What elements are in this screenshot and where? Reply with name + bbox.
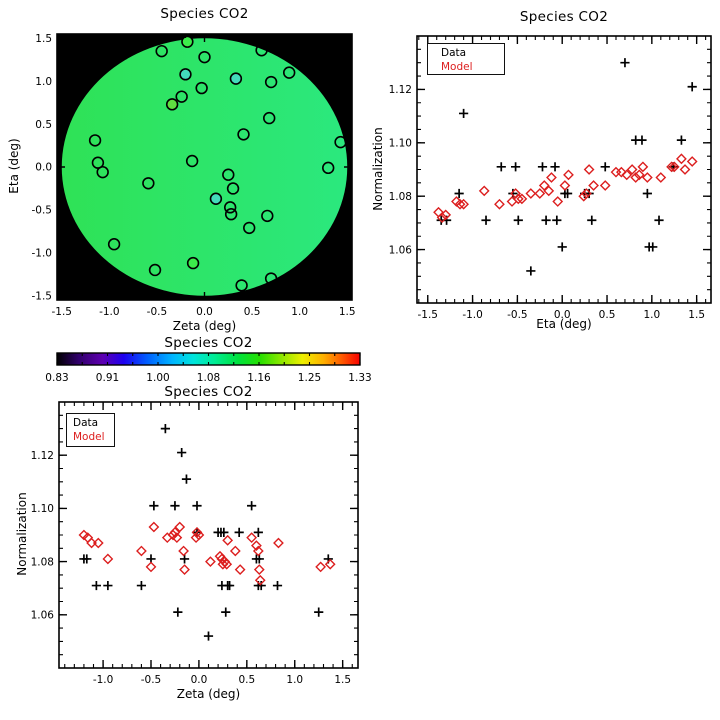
legend-entry-data: Data (441, 47, 467, 59)
normalization-vs-zeta-model-points (78, 521, 336, 586)
map-title: Species CO2 (160, 6, 249, 22)
svg-text:0.83: 0.83 (45, 372, 68, 384)
zeta-plot-yaxis-label: Normalization (15, 492, 29, 576)
svg-text:1.0: 1.0 (643, 309, 660, 321)
map-source-circles (88, 35, 347, 292)
svg-text:1.10: 1.10 (389, 138, 412, 150)
legend-entry-model: Model (73, 430, 105, 443)
normalization-vs-zeta-data-points (79, 424, 333, 641)
svg-text:1.0: 1.0 (286, 674, 303, 686)
svg-text:1.08: 1.08 (31, 556, 54, 568)
svg-text:0.5: 0.5 (35, 119, 52, 131)
eta-plot-title: Species CO2 (519, 9, 609, 25)
svg-text:1.5: 1.5 (334, 674, 351, 686)
eta-plot-yaxis-label: Normalization (371, 127, 385, 211)
svg-text:1.5: 1.5 (688, 309, 705, 321)
zeta-plot-title: Species CO2 (164, 384, 253, 400)
svg-text:0.5: 0.5 (238, 674, 255, 686)
legend-entry-model: Model (441, 60, 473, 73)
svg-text:1.16: 1.16 (247, 372, 271, 384)
svg-text:0.91: 0.91 (96, 372, 119, 384)
map-panel: -1.5 -1.0 -0.5 0.0 0.5 1.0 1.5 1.5 1.0 0.5 0.0 -0.5… (32, 33, 356, 318)
svg-text:1.12: 1.12 (389, 84, 412, 96)
svg-text:-1.0: -1.0 (462, 309, 483, 321)
svg-text:1.08: 1.08 (197, 372, 220, 384)
normalization-vs-eta-model-points (433, 153, 698, 223)
svg-text:-1.0: -1.0 (99, 306, 120, 318)
colorbar-title: Species CO2 (164, 335, 253, 351)
svg-text:-1.5: -1.5 (32, 290, 53, 302)
normalization-vs-eta-panel: -1.5 -1.0 -0.5 0.0 0.5 1.0 1.5 1.06 1.08 1.10 1.12 (389, 35, 712, 321)
svg-text:-1.5: -1.5 (418, 309, 439, 321)
colorbar-panel: 0.83 0.91 1.00 1.08 1.16 1.25 1.33 (45, 352, 372, 384)
normalization-vs-zeta-panel: -1.0 -0.5 0.0 0.5 1.0 1.5 1.06 1.08 1.10 1.12 (31, 401, 359, 686)
svg-text:1.08: 1.08 (389, 191, 412, 203)
svg-text:0.5: 0.5 (599, 309, 616, 321)
legend-entry-data: Data (73, 417, 99, 429)
map-yaxis-label: Eta (deg) (7, 138, 21, 194)
svg-text:-0.5: -0.5 (141, 674, 162, 686)
svg-text:0.5: 0.5 (244, 306, 261, 318)
map-xaxis-label: Zeta (deg) (172, 319, 237, 333)
svg-text:1.5: 1.5 (35, 33, 52, 45)
svg-text:1.25: 1.25 (298, 372, 321, 384)
eta-plot-legend: Data Model (427, 43, 505, 75)
svg-text:1.00: 1.00 (146, 372, 169, 384)
svg-text:0.0: 0.0 (35, 162, 52, 174)
svg-text:0.0: 0.0 (554, 309, 571, 321)
svg-text:1.5: 1.5 (339, 306, 356, 318)
svg-text:-1.0: -1.0 (93, 674, 114, 686)
svg-text:0.0: 0.0 (196, 306, 213, 318)
svg-text:1.06: 1.06 (31, 610, 55, 622)
svg-text:-0.5: -0.5 (32, 205, 53, 217)
svg-text:1.0: 1.0 (291, 306, 308, 318)
svg-text:-0.5: -0.5 (507, 309, 528, 321)
svg-text:1.06: 1.06 (389, 244, 413, 256)
svg-text:-1.5: -1.5 (52, 306, 73, 318)
svg-text:1.10: 1.10 (31, 503, 54, 515)
svg-text:1.12: 1.12 (31, 450, 54, 462)
zeta-plot-legend: Data Model (66, 413, 115, 447)
eta-plot-xaxis-label: Eta (deg) (536, 317, 592, 331)
svg-text:1.0: 1.0 (35, 76, 52, 88)
zeta-plot-xaxis-label: Zeta (deg) (176, 687, 241, 701)
svg-text:1.33: 1.33 (348, 372, 371, 384)
svg-text:-0.5: -0.5 (147, 306, 168, 318)
svg-text:0.0: 0.0 (191, 674, 208, 686)
normalization-vs-eta-data-points (436, 58, 697, 276)
svg-text:-1.0: -1.0 (32, 248, 53, 260)
